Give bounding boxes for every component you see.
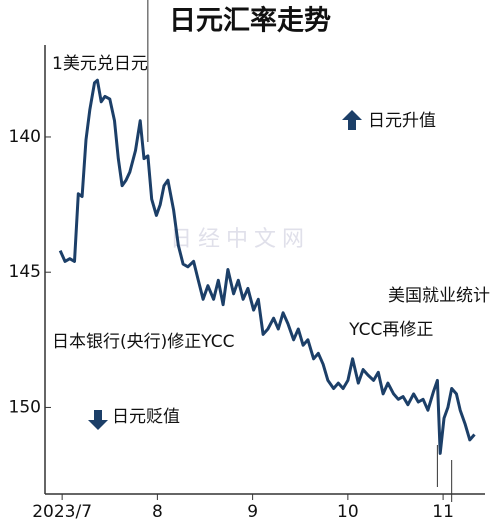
y-tick-label: 150	[9, 397, 41, 417]
x-tick-label: 10	[337, 502, 359, 522]
chart-title: 日元汇率走势	[169, 5, 331, 37]
y-tick-label: 145	[9, 262, 41, 282]
x-tick-label: 8	[152, 502, 163, 522]
down-arrow	[88, 410, 108, 430]
line	[58, 78, 476, 455]
y-axis-label: 1美元兑日元	[52, 54, 148, 74]
x-tick-label: 11	[432, 502, 454, 522]
annotation: 日本银行(央行)修正YCC	[52, 332, 234, 352]
x-tick-label: 2023/7	[32, 502, 92, 522]
up-note: 日元升值	[368, 111, 436, 131]
watermark: 日经中文网	[170, 227, 310, 252]
x-tick-label: 9	[247, 502, 258, 522]
annotation: YCC再修正	[348, 320, 433, 340]
annotation: 美国就业统计	[388, 286, 490, 306]
down-note: 日元贬值	[112, 407, 180, 427]
up-arrow	[342, 110, 362, 130]
y-tick-label: 140	[9, 127, 41, 147]
